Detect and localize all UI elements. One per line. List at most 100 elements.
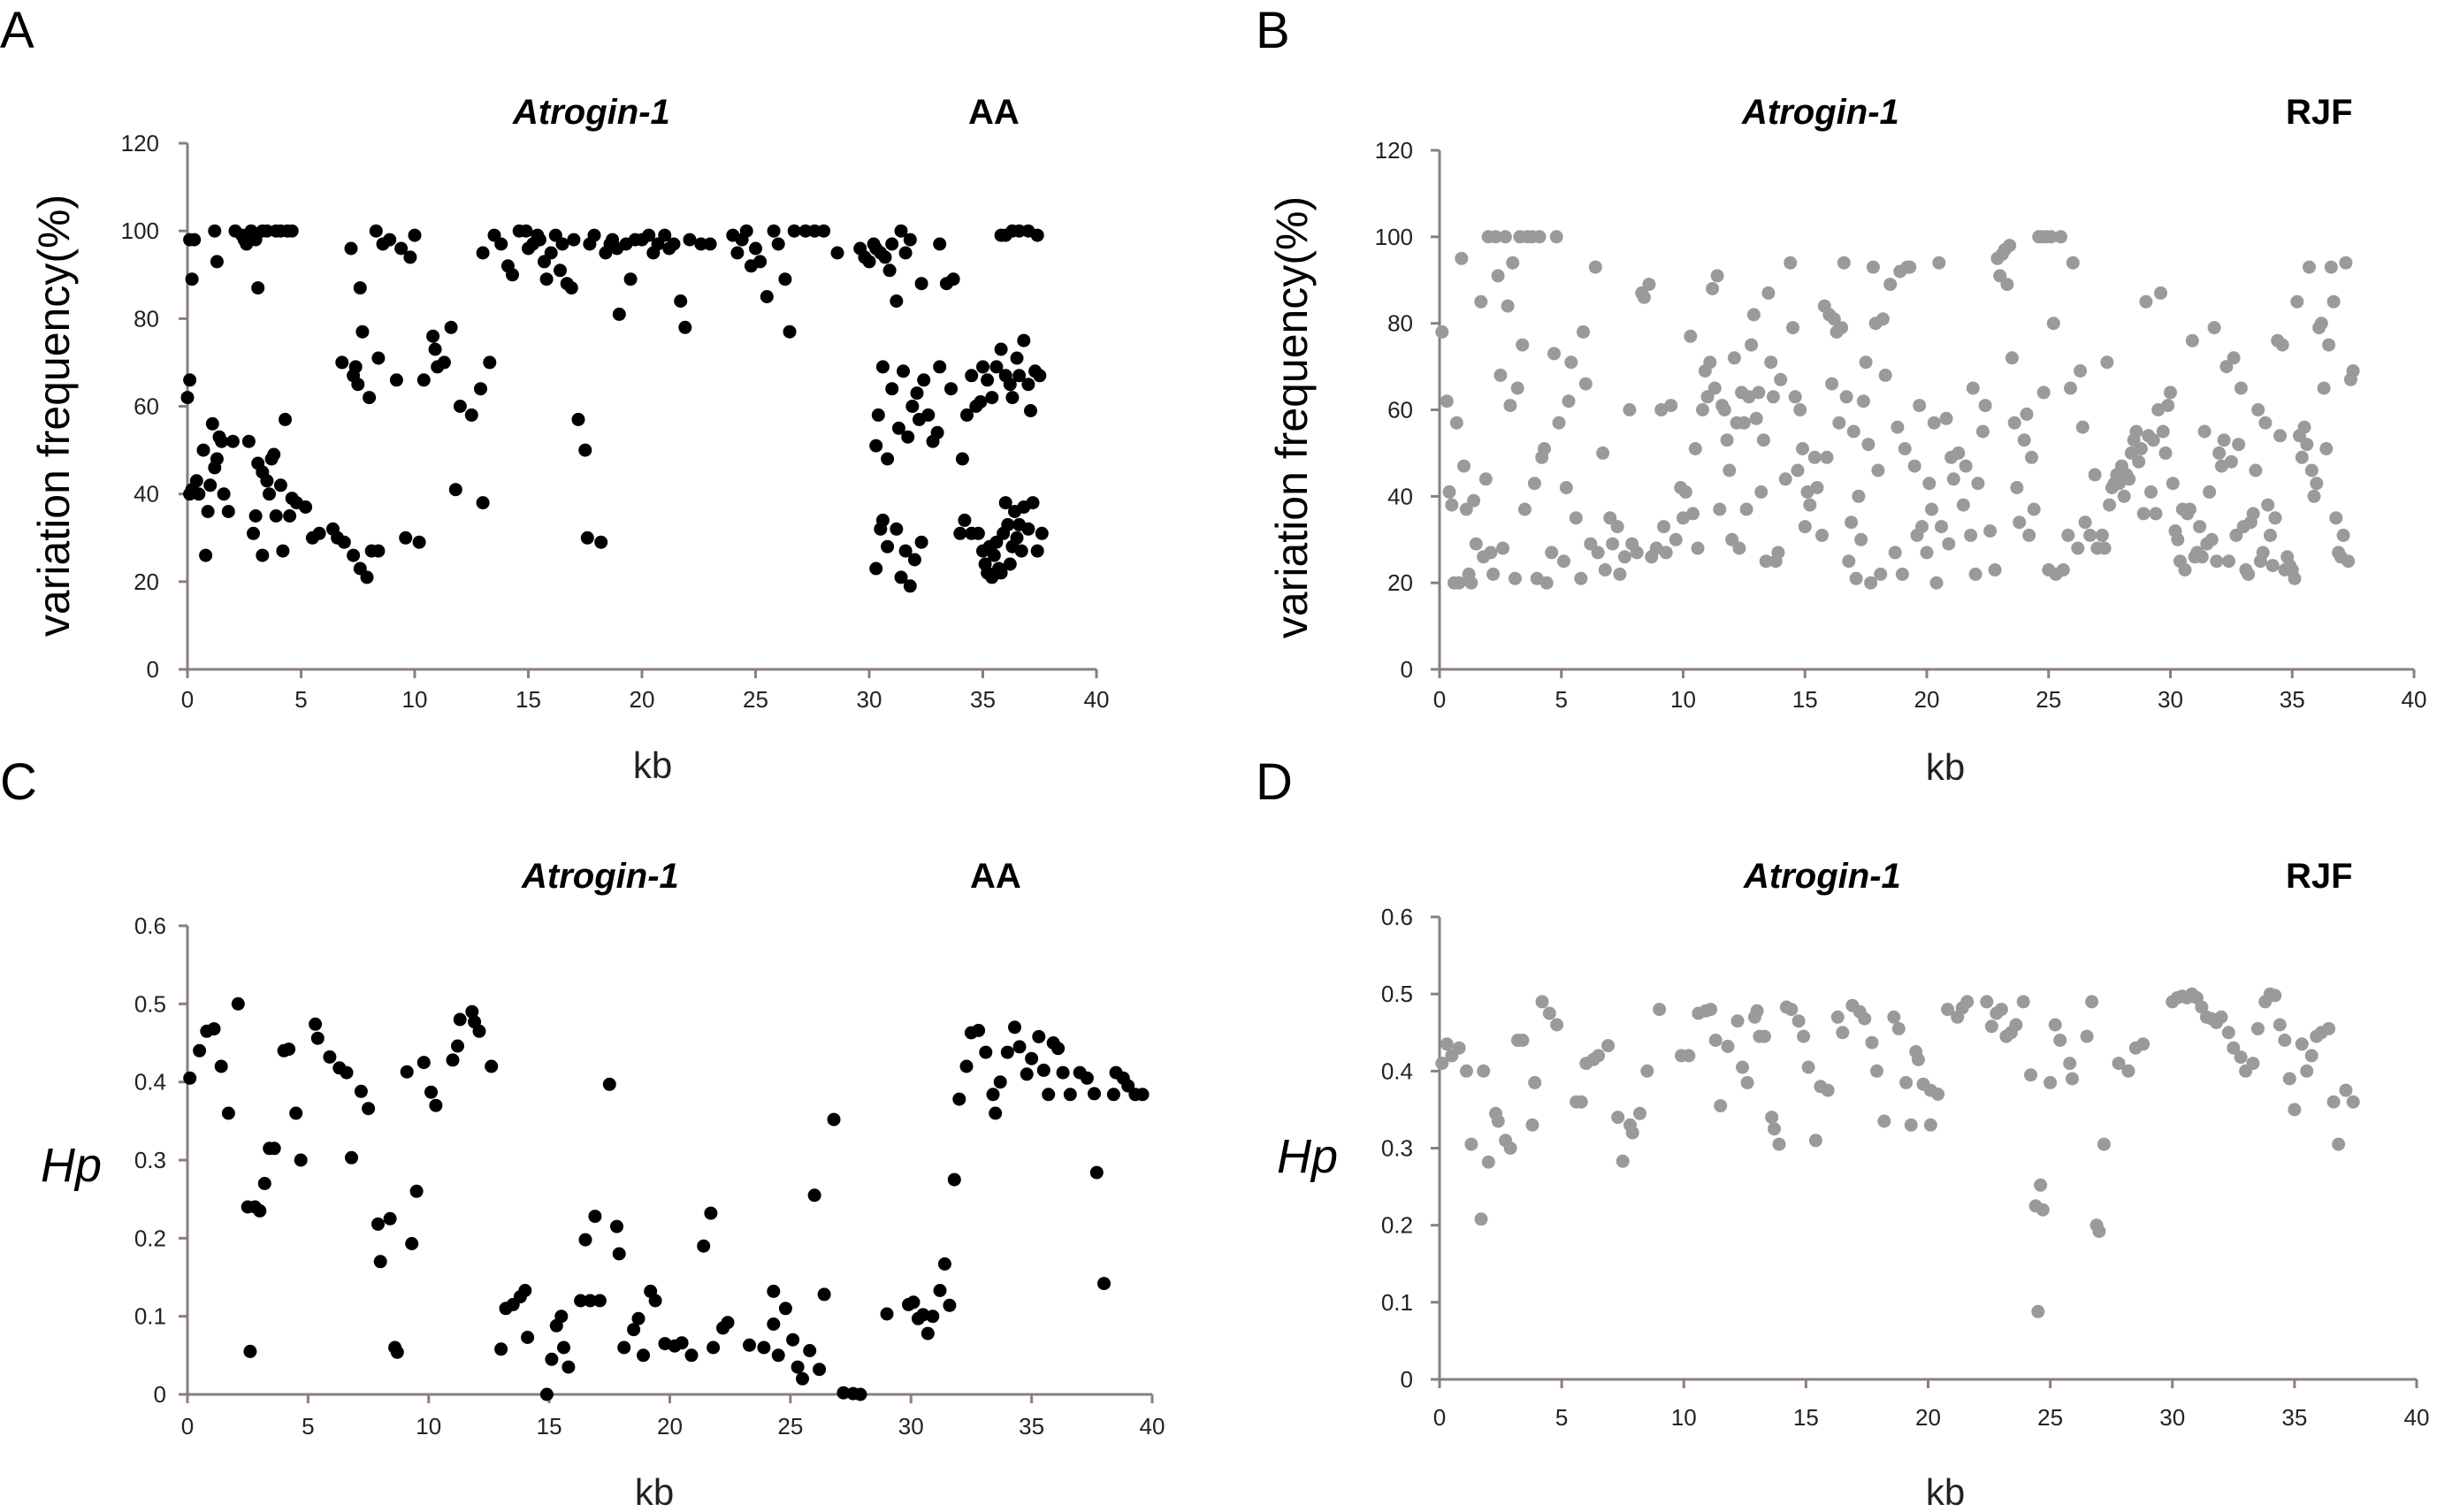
data-point xyxy=(1532,230,1547,244)
data-point xyxy=(2080,1029,2094,1043)
data-point xyxy=(2097,1137,2111,1151)
data-point xyxy=(323,1050,337,1064)
data-point xyxy=(697,1239,711,1253)
data-point xyxy=(1920,546,1934,560)
data-point xyxy=(2009,1018,2023,1032)
data-point xyxy=(1700,390,1715,404)
data-point xyxy=(1613,567,1627,581)
data-point xyxy=(757,1340,771,1355)
x-tick-label: 20 xyxy=(1914,686,1940,713)
x-tick-label: 15 xyxy=(516,686,541,713)
data-point xyxy=(1494,368,1508,382)
data-point xyxy=(1808,1134,1822,1148)
data-point xyxy=(987,548,1001,562)
data-point xyxy=(2268,511,2282,525)
data-point xyxy=(215,434,229,448)
data-point xyxy=(926,1310,940,1324)
data-point xyxy=(1025,1051,1039,1065)
data-point xyxy=(1793,403,1807,416)
data-point xyxy=(881,539,895,554)
data-point xyxy=(2003,239,2017,253)
data-point xyxy=(2054,230,2067,244)
data-point xyxy=(1000,1045,1014,1059)
data-point xyxy=(1459,1064,1473,1078)
data-point xyxy=(2229,528,2243,542)
data-point xyxy=(1713,502,1727,516)
data-point xyxy=(933,360,947,374)
data-point xyxy=(2249,463,2263,477)
data-point xyxy=(1888,546,1902,560)
data-point xyxy=(703,237,717,251)
data-point xyxy=(416,373,431,387)
data-point xyxy=(355,325,370,339)
y-axis-label-c: Hp xyxy=(41,1139,102,1192)
data-point xyxy=(312,526,326,540)
x-tick-label: 25 xyxy=(743,686,768,713)
data-point xyxy=(914,535,928,549)
data-point xyxy=(409,1184,424,1198)
data-point xyxy=(1830,1010,1845,1024)
data-point xyxy=(910,386,924,401)
data-point xyxy=(1630,546,1644,560)
data-point xyxy=(1684,329,1698,343)
data-point xyxy=(1815,528,1829,542)
data-point xyxy=(2314,317,2328,331)
data-point xyxy=(506,268,519,282)
data-point xyxy=(1592,1049,1606,1063)
data-point xyxy=(1030,228,1044,242)
data-point xyxy=(269,509,283,523)
data-point xyxy=(2149,507,2163,521)
x-tick-label: 40 xyxy=(2404,1404,2430,1431)
data-point xyxy=(959,1059,974,1073)
data-point xyxy=(837,1386,851,1400)
data-point xyxy=(494,237,508,251)
data-point xyxy=(2246,1057,2260,1071)
data-point xyxy=(1966,381,1980,395)
data-point xyxy=(208,224,222,238)
data-point xyxy=(778,272,792,286)
data-point xyxy=(721,1316,735,1330)
data-point xyxy=(1903,260,1917,274)
data-point xyxy=(1617,550,1631,564)
data-point xyxy=(1032,1029,1046,1043)
data-point xyxy=(1935,520,1948,534)
data-point xyxy=(472,1024,486,1038)
data-point xyxy=(1836,1026,1850,1040)
data-point xyxy=(555,237,569,251)
data-point xyxy=(267,447,281,462)
x-tick-label: 30 xyxy=(2159,1404,2185,1431)
data-point xyxy=(2242,567,2256,581)
y-tick-label: 0.4 xyxy=(134,1069,166,1096)
x-tick-label: 0 xyxy=(181,686,194,713)
gene-title-c: Atrogin-1 xyxy=(521,857,679,896)
data-point xyxy=(2020,407,2034,421)
data-point xyxy=(1825,377,1839,391)
data-point xyxy=(1478,472,1493,486)
data-point xyxy=(2095,528,2109,542)
data-point xyxy=(943,1298,957,1312)
points-c xyxy=(183,997,1150,1401)
data-point xyxy=(2307,489,2321,503)
data-point xyxy=(1557,554,1570,569)
data-point xyxy=(1774,372,1788,386)
data-point xyxy=(1577,325,1590,339)
data-point xyxy=(2326,1095,2341,1109)
data-point xyxy=(554,263,567,278)
data-point xyxy=(1496,541,1510,555)
data-point xyxy=(345,1150,358,1165)
data-point xyxy=(817,224,831,238)
data-point xyxy=(1891,420,1905,434)
data-point xyxy=(279,412,292,426)
data-point xyxy=(1904,1118,1918,1132)
data-point xyxy=(1516,338,1530,352)
data-point xyxy=(476,246,490,260)
x-tick-label: 25 xyxy=(2037,1404,2063,1431)
data-point xyxy=(903,579,917,593)
data-point xyxy=(2166,477,2180,491)
data-point xyxy=(348,360,363,374)
data-point xyxy=(2197,424,2212,439)
data-point xyxy=(783,325,797,339)
y-axis-label-d: Hp xyxy=(1277,1130,1338,1183)
data-point xyxy=(890,522,904,536)
data-point xyxy=(2139,294,2153,309)
